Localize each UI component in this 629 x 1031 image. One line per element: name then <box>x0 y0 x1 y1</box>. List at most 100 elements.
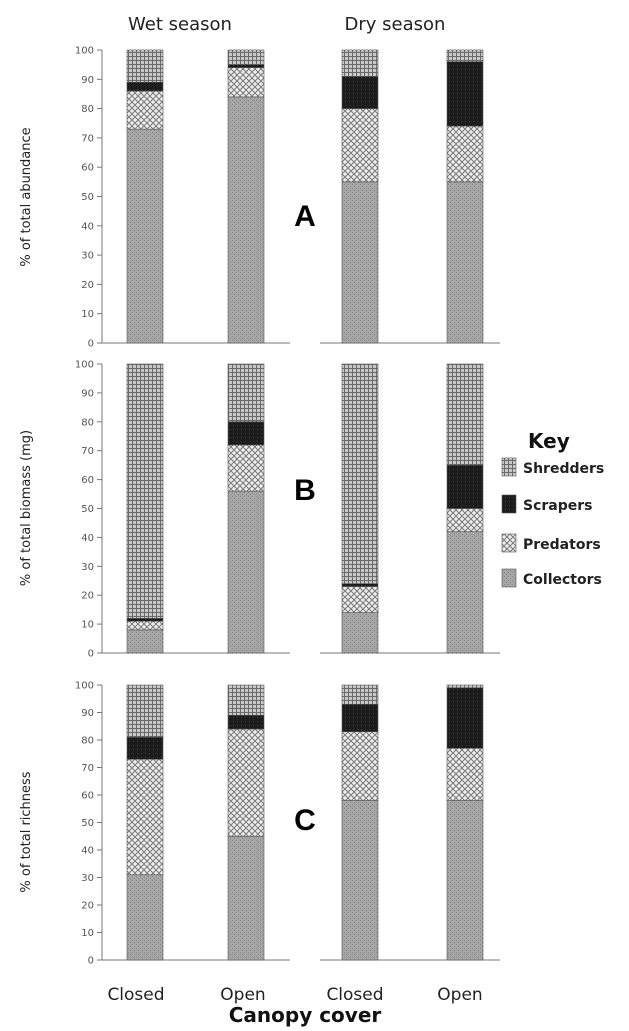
legend-label-collectors: Collectors <box>523 572 602 588</box>
y-axis-label-abundance: % of total abundance <box>19 127 34 266</box>
y-tick-label: 90 <box>81 75 94 86</box>
bar-segment-scrapers <box>446 687 484 749</box>
y-tick-label: 10 <box>81 928 94 939</box>
legend-swatch-scrapers <box>501 494 517 514</box>
bar-segment-collectors <box>227 835 265 961</box>
y-tick-label: 20 <box>81 591 94 602</box>
y-tick-label: 60 <box>81 163 94 174</box>
y-tick-label: 20 <box>81 280 94 291</box>
bar-segment-shredders <box>126 684 164 738</box>
legend-label-predators: Predators <box>523 537 601 553</box>
y-tick-label: 30 <box>81 873 94 884</box>
panel-b-biomass: % of total biomass (mg) 0 10 20 30 40 50 60 70 8… <box>19 360 500 660</box>
y-tick-label: 40 <box>81 533 94 544</box>
y-tick-label: 10 <box>81 309 94 320</box>
bar-segment-scrapers <box>227 64 265 68</box>
legend-swatch-collectors <box>501 568 517 588</box>
bar-segment-shredders <box>446 684 484 689</box>
y-tick-label: 100 <box>75 360 94 371</box>
bar-segment-scrapers <box>446 464 484 509</box>
bar-segment-collectors <box>446 531 484 654</box>
bar-segment-scrapers <box>126 736 164 760</box>
panel-label-a: A <box>294 200 316 233</box>
bar-segment-predators <box>446 125 484 183</box>
y-tick-label: 40 <box>81 221 94 232</box>
bar-segment-predators <box>126 758 164 876</box>
x-tick-label: Open <box>437 985 482 1005</box>
y-tick-label: 80 <box>81 736 94 747</box>
bar-segment-scrapers <box>341 703 379 733</box>
y-tick-label: 90 <box>81 708 94 719</box>
x-tick-label: Open <box>220 985 265 1005</box>
y-tick-label: 30 <box>81 562 94 573</box>
y-tick-label: 50 <box>81 818 94 829</box>
bar-segment-collectors <box>446 800 484 961</box>
y-tick-label: 20 <box>81 901 94 912</box>
y-tick-label: 0 <box>88 649 94 660</box>
season-label-dry: Dry season <box>345 14 446 35</box>
y-tick-label: 60 <box>81 791 94 802</box>
bar-segment-predators <box>446 747 484 801</box>
bar-segment-predators <box>341 108 379 183</box>
legend-title: Key <box>528 429 570 453</box>
bars-richness <box>126 684 484 961</box>
bar-segment-predators <box>446 508 484 532</box>
bar-segment-scrapers <box>227 714 265 730</box>
bar-segment-collectors <box>341 800 379 961</box>
y-tick-label: 100 <box>75 46 94 57</box>
y-tick-label: 70 <box>81 133 94 144</box>
bar-segment-shredders <box>227 49 265 65</box>
bar-segment-collectors <box>126 629 164 654</box>
bar-segment-collectors <box>227 96 265 344</box>
x-tick-label: Closed <box>107 985 164 1005</box>
bar-segment-shredders <box>227 684 265 716</box>
bar-segment-collectors <box>227 490 265 654</box>
legend: Key Shredders Scrapers Predators Collectors <box>501 429 604 588</box>
legend-swatch-predators <box>501 533 517 553</box>
panel-label-c: C <box>294 804 316 837</box>
y-tick-label: 30 <box>81 251 94 262</box>
y-tick-label: 0 <box>88 956 94 967</box>
bar-segment-scrapers <box>341 76 379 109</box>
legend-label-shredders: Shredders <box>523 461 604 477</box>
y-tick-label: 100 <box>75 681 94 692</box>
bar-segment-predators <box>126 90 164 130</box>
bars-biomass <box>126 363 484 654</box>
bar-segment-predators <box>227 728 265 837</box>
bar-segment-shredders <box>341 49 379 77</box>
y-tick-label: 50 <box>81 504 94 515</box>
bar-segment-shredders <box>227 363 265 423</box>
y-tick-label: 10 <box>81 620 94 631</box>
y-tick-label: 60 <box>81 475 94 486</box>
bar-segment-collectors <box>126 874 164 961</box>
y-tick-label: 70 <box>81 446 94 457</box>
season-label-wet: Wet season <box>128 14 232 35</box>
y-tick-label: 80 <box>81 417 94 428</box>
bar-segment-predators <box>227 444 265 492</box>
bar-segment-predators <box>341 731 379 801</box>
bar-segment-shredders <box>126 49 164 83</box>
panel-a-abundance: % of total abundance 0 10 20 30 40 50 60 70 80 90… <box>19 46 500 350</box>
y-tick-label: 0 <box>88 339 94 350</box>
panel-c-richness: % of total richness 0 10 20 30 40 50 60 70 80 90 1… <box>19 681 500 967</box>
bar-segment-scrapers <box>446 61 484 127</box>
bar-segment-scrapers <box>126 618 164 622</box>
bar-segment-shredders <box>126 363 164 619</box>
y-axis-label-richness: % of total richness <box>19 771 34 892</box>
bar-segment-predators <box>126 620 164 631</box>
bar-segment-scrapers <box>227 421 265 446</box>
bar-segment-collectors <box>126 128 164 344</box>
x-axis-title: Canopy cover <box>229 1003 382 1027</box>
y-tick-label: 80 <box>81 104 94 115</box>
bar-segment-collectors <box>341 612 379 654</box>
bar-segment-shredders <box>341 684 379 705</box>
bar-segment-collectors <box>446 181 484 344</box>
y-tick-label: 40 <box>81 846 94 857</box>
x-tick-label: Closed <box>326 985 383 1005</box>
bar-segment-scrapers <box>126 81 164 92</box>
legend-label-scrapers: Scrapers <box>523 498 593 514</box>
bars-abundance <box>126 49 484 344</box>
y-axis-label-biomass: % of total biomass (mg) <box>19 430 34 586</box>
y-tick-label: 50 <box>81 192 94 203</box>
